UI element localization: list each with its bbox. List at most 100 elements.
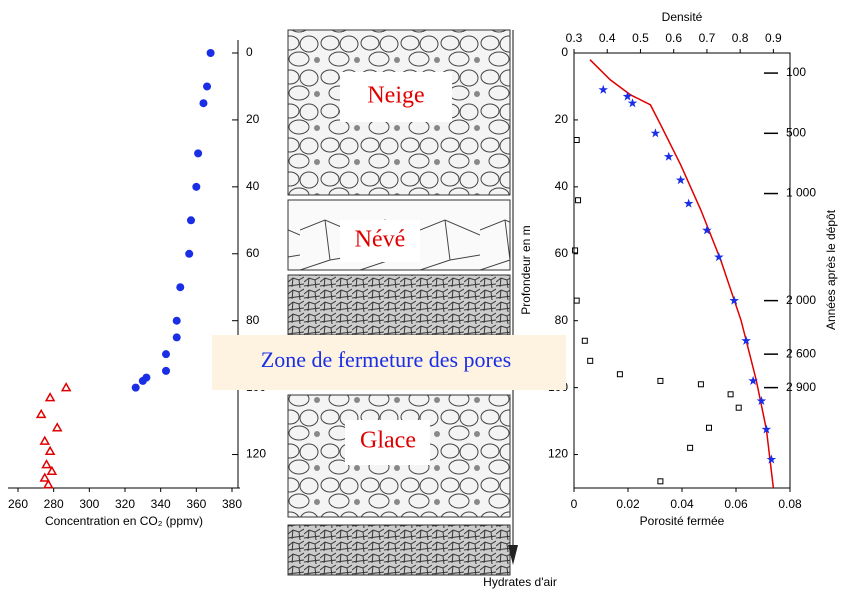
point <box>573 297 580 304</box>
point <box>39 435 51 445</box>
point <box>176 283 185 292</box>
dense-layer <box>287 274 511 336</box>
x2-tick-label: 0.5 <box>632 31 649 45</box>
point <box>761 424 772 434</box>
point <box>622 91 633 101</box>
point <box>192 182 201 191</box>
label-bg <box>340 72 452 122</box>
x2-tick-label: 0.8 <box>732 31 749 45</box>
point <box>131 383 140 392</box>
label-bg <box>340 220 420 262</box>
density-curve <box>589 59 775 489</box>
x-tick-label: 320 <box>115 497 135 511</box>
point <box>683 198 694 208</box>
year-label: 2 000 <box>786 293 816 307</box>
y-tick-label: 0 <box>561 45 568 59</box>
x2-tick-label: 0.9 <box>765 31 782 45</box>
point <box>741 335 751 345</box>
point <box>185 249 194 258</box>
point <box>748 375 758 385</box>
point <box>766 454 777 464</box>
y-tick-label: 20 <box>246 112 260 126</box>
y-tick-label: 60 <box>555 246 569 260</box>
point <box>162 366 171 375</box>
point <box>587 357 594 364</box>
x-axis-label: Porosité fermée <box>640 514 725 528</box>
plot-frame <box>573 52 791 489</box>
y-tick-label: 120 <box>246 447 266 461</box>
point <box>706 424 712 431</box>
y2-axis-label: Années après le dépôt <box>824 209 838 330</box>
x-tick-label: 260 <box>8 497 28 511</box>
point <box>702 225 712 235</box>
point <box>172 333 181 342</box>
x-tick-label: 0 <box>571 497 578 511</box>
x-axis-label: Concentration en CO₂ (ppmv) <box>45 514 203 528</box>
layer-label: Glace <box>360 428 416 454</box>
close-off-band <box>212 335 566 390</box>
point <box>203 82 212 91</box>
layer-label: Neige <box>367 83 424 109</box>
x-tick-label: 0.06 <box>724 497 748 511</box>
point <box>35 408 47 419</box>
point <box>44 392 56 402</box>
point <box>41 459 52 469</box>
point <box>43 479 54 489</box>
point <box>675 175 686 185</box>
x-tick-label: 380 <box>222 497 242 511</box>
x-tick-label: 0.04 <box>670 497 694 511</box>
year-label: 500 <box>786 125 806 139</box>
x-tick-label: 340 <box>151 497 171 511</box>
point <box>162 350 171 359</box>
y-tick-label: 80 <box>246 313 260 327</box>
point <box>572 247 579 254</box>
year-label: 100 <box>786 65 806 79</box>
layer-label: Névé <box>355 227 406 253</box>
point <box>60 382 72 392</box>
point <box>206 49 215 57</box>
point <box>194 149 203 158</box>
x2-tick-label: 0.4 <box>599 31 616 45</box>
close-off-label: Zone de fermeture des pores <box>261 347 511 372</box>
y-tick-label: 120 <box>548 447 568 461</box>
x-tick-label: 0.08 <box>778 497 802 511</box>
point <box>598 84 608 94</box>
y-tick-label: 0 <box>246 45 253 59</box>
point <box>735 404 742 411</box>
x-tick-label: 360 <box>186 497 206 511</box>
point <box>186 216 195 225</box>
y-tick-label: 40 <box>246 179 260 193</box>
point <box>46 465 58 476</box>
hydrate-label: Hydrates d'air <box>483 575 557 589</box>
point <box>199 99 208 108</box>
point <box>650 128 661 138</box>
y-tick-label: 80 <box>555 313 569 327</box>
point <box>727 391 734 398</box>
point <box>573 137 580 143</box>
point <box>657 478 664 485</box>
x2-axis-label: Densité <box>662 10 703 24</box>
year-label: 2 600 <box>786 346 816 360</box>
point <box>663 151 674 161</box>
point <box>138 376 147 385</box>
x2-tick-label: 0.3 <box>566 31 583 45</box>
x2-tick-label: 0.6 <box>665 31 682 45</box>
point <box>616 371 623 378</box>
point <box>581 337 588 344</box>
point <box>729 295 739 305</box>
point <box>756 396 767 406</box>
point <box>657 377 664 384</box>
year-label: 2 900 <box>786 380 816 394</box>
point <box>627 98 638 108</box>
point <box>51 422 63 432</box>
x2-tick-label: 0.7 <box>699 31 716 45</box>
arrow-head <box>508 545 518 565</box>
point <box>697 381 704 388</box>
point <box>172 316 181 325</box>
point <box>687 444 694 451</box>
point <box>714 252 724 262</box>
point <box>39 472 51 482</box>
y-tick-label: 60 <box>246 246 260 260</box>
point <box>44 445 56 455</box>
